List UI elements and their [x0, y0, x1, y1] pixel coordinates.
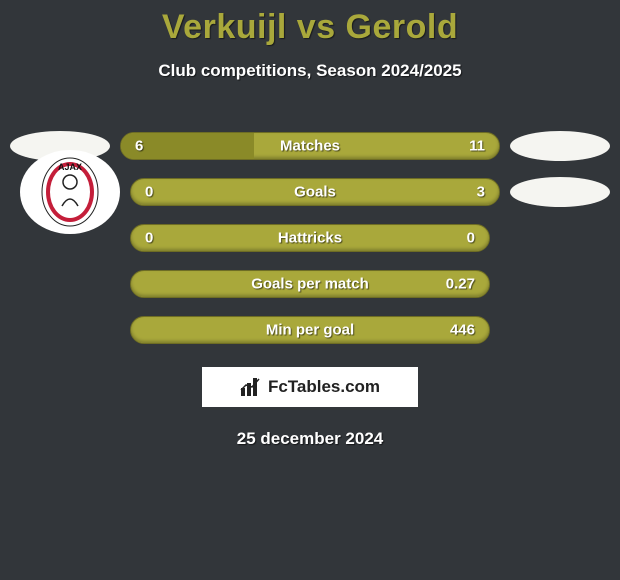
- svg-text:AJAX: AJAX: [58, 162, 82, 172]
- brand-bars-icon: [240, 378, 262, 396]
- stat-bar: Min per goal 446: [130, 316, 490, 344]
- stats-container: 6 Matches 11 AJAX 0 Goals 3 0 Hattricks 0 Goals pe…: [0, 123, 620, 353]
- stat-label: Goals per match: [251, 276, 369, 293]
- player-oval-right: [510, 177, 610, 207]
- player-oval-right: [510, 131, 610, 161]
- stat-label: Goals: [294, 184, 336, 201]
- stat-right-value: 0: [467, 230, 475, 247]
- page-title: Verkuijl vs Gerold: [0, 0, 620, 47]
- stat-label: Min per goal: [266, 322, 354, 339]
- stat-row: AJAX0Goals3: [0, 169, 620, 215]
- stat-bar: 6 Matches 11: [120, 132, 500, 160]
- stat-right-value: 3: [477, 184, 485, 201]
- stat-right-value: 0.27: [446, 276, 475, 293]
- stat-label: Hattricks: [278, 230, 342, 247]
- stat-bar: 0 Hattricks 0: [130, 224, 490, 252]
- stat-label: Matches: [280, 138, 340, 155]
- brand-text: FcTables.com: [268, 377, 380, 397]
- stat-bar: Goals per match 0.27: [130, 270, 490, 298]
- stat-left-value: 6: [135, 138, 143, 155]
- stat-row: Goals per match 0.27: [0, 261, 620, 307]
- date-text: 25 december 2024: [0, 429, 620, 449]
- subtitle: Club competitions, Season 2024/2025: [0, 61, 620, 81]
- stat-right-value: 11: [469, 138, 485, 155]
- stat-left-value: 0: [145, 230, 153, 247]
- stat-row: 0 Hattricks 0: [0, 215, 620, 261]
- stat-bar: 0 Goals 3: [130, 178, 500, 206]
- brand-box: FcTables.com: [202, 367, 418, 407]
- stat-row: Min per goal 446: [0, 307, 620, 353]
- stat-left-value: 0: [145, 184, 153, 201]
- stat-right-value: 446: [450, 322, 475, 339]
